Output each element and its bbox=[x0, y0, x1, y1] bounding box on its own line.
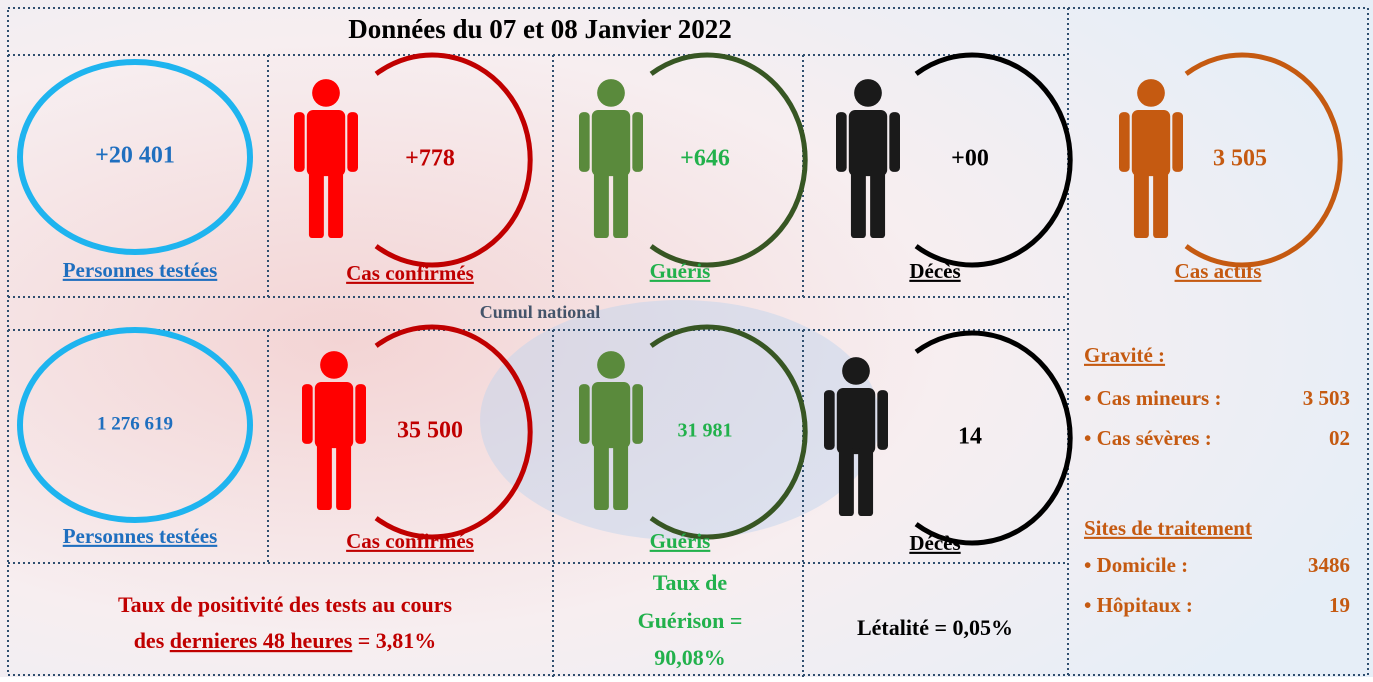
figure-value: 31 981 bbox=[678, 420, 733, 442]
figure-value: 3 505 bbox=[1213, 146, 1267, 172]
title: Données du 07 et 08 Janvier 2022 bbox=[348, 14, 732, 44]
item-value: 19 bbox=[1329, 593, 1350, 617]
figure-label: Décès bbox=[909, 259, 960, 283]
item-label: • Domicile : bbox=[1084, 553, 1188, 577]
item-label: • Cas mineurs : bbox=[1084, 386, 1221, 410]
figure-value: +778 bbox=[405, 146, 455, 172]
infographic: Données du 07 et 08 Janvier 2022 Cumul n… bbox=[0, 0, 1373, 677]
figure-value: +646 bbox=[680, 146, 730, 172]
text: des bbox=[134, 628, 165, 653]
recovery-rate: Guérison = bbox=[638, 608, 743, 633]
section-label: Cumul national bbox=[480, 302, 601, 322]
figure-label: Cas actifs bbox=[1175, 259, 1262, 283]
figure-label: Guéris bbox=[650, 259, 711, 283]
positivity-text: des dernieres 48 heures = 3,81% bbox=[134, 628, 437, 653]
gravity-title: Gravité : bbox=[1084, 343, 1165, 367]
lethality: Létalité = 0,05% bbox=[857, 615, 1013, 640]
figure-value: 35 500 bbox=[397, 418, 463, 444]
figure-label: Personnes testées bbox=[63, 524, 218, 548]
item-label: • Cas sévères : bbox=[1084, 426, 1212, 450]
recovery-rate: Taux de bbox=[653, 570, 728, 595]
figure-value: +00 bbox=[951, 146, 989, 172]
text: dernieres 48 heures bbox=[170, 628, 353, 653]
item-label: • Hôpitaux : bbox=[1084, 593, 1193, 617]
figure-label: Cas confirmés bbox=[346, 529, 474, 553]
recovery-rate: 90,08% bbox=[654, 645, 726, 670]
figure-value: +20 401 bbox=[95, 143, 175, 169]
figure-label: Décès bbox=[909, 531, 960, 555]
figure-value: 14 bbox=[958, 424, 982, 450]
sites-title: Sites de traitement bbox=[1084, 516, 1252, 540]
item-value: 3486 bbox=[1308, 553, 1350, 577]
figure-label: Cas confirmés bbox=[346, 261, 474, 285]
item-value: 02 bbox=[1329, 426, 1350, 450]
text: = 3,81% bbox=[358, 628, 437, 653]
positivity-text: Taux de positivité des tests au cours bbox=[118, 592, 453, 617]
figure-label: Guéris bbox=[650, 529, 711, 553]
figure-label: Personnes testées bbox=[63, 258, 218, 282]
figure-value: 1 276 619 bbox=[97, 413, 173, 434]
item-value: 3 503 bbox=[1303, 386, 1350, 410]
